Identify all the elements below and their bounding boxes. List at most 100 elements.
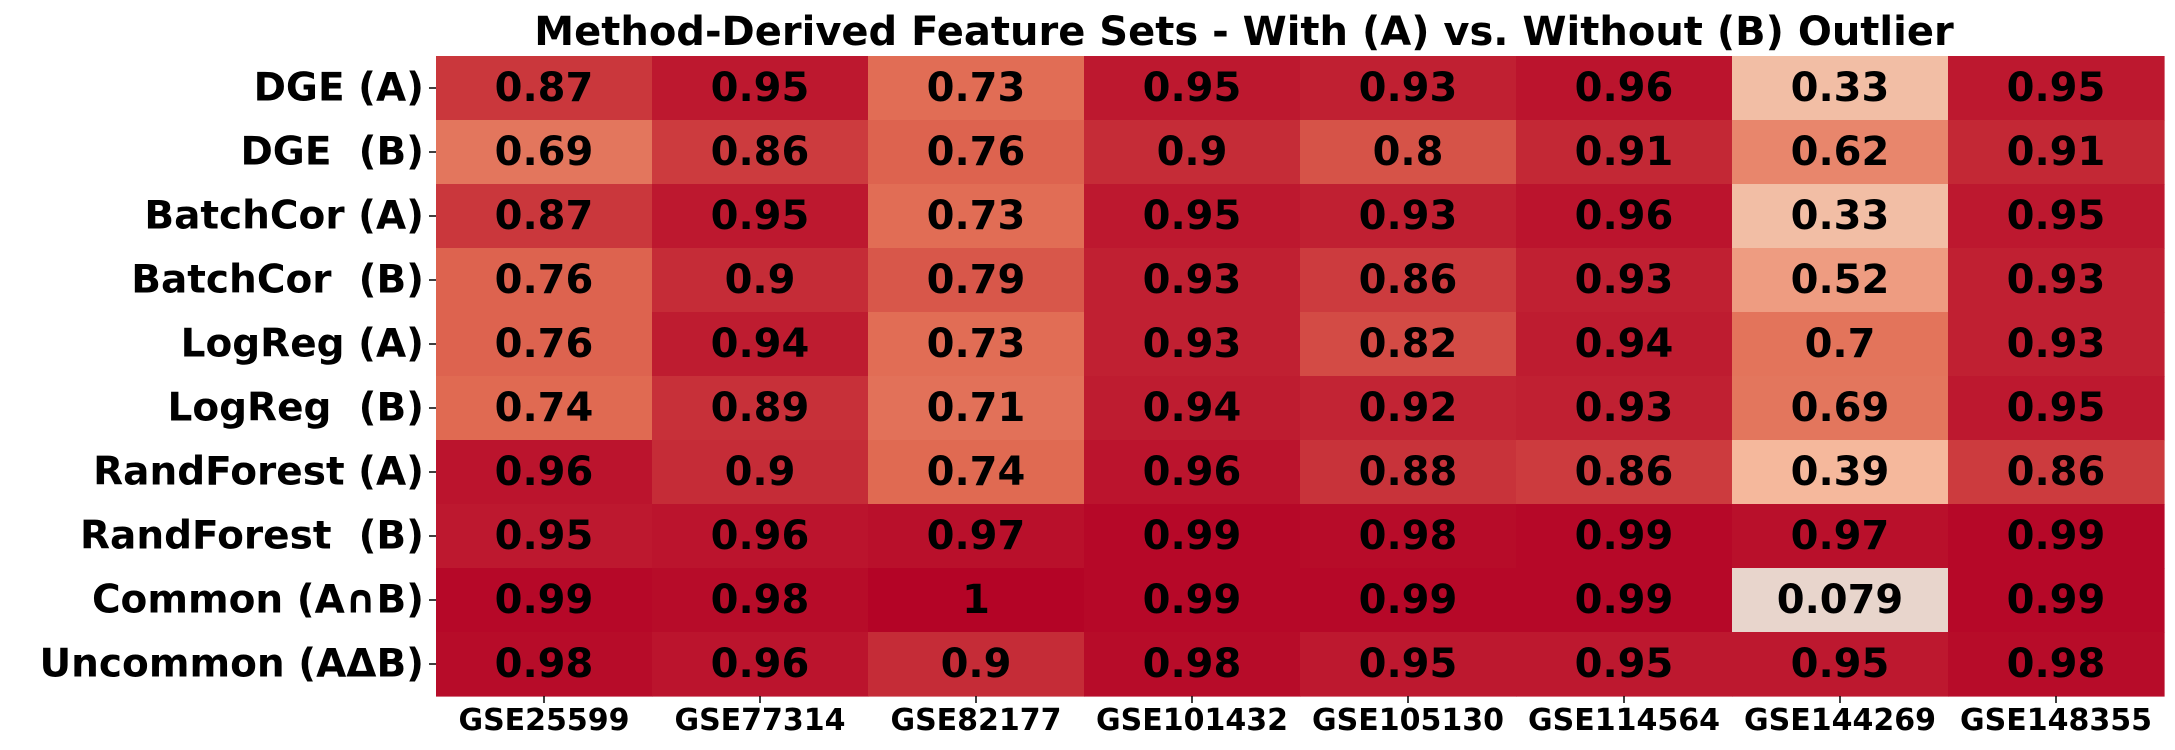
heatmap-cell <box>436 568 653 633</box>
heatmap-cell <box>1300 632 1517 697</box>
cell-value-label: 0.95 <box>1575 641 1674 687</box>
heatmap-cell <box>436 376 653 441</box>
heatmap-cell <box>1732 56 1949 121</box>
cell-value-label: 0.86 <box>711 129 810 175</box>
heatmap-cell <box>1300 312 1517 377</box>
cell-value-label: 0.79 <box>927 257 1026 303</box>
heatmap-cell <box>1948 504 2165 569</box>
heatmap-cell <box>1948 56 2165 121</box>
cell-value-label: 0.33 <box>1791 193 1890 239</box>
cell-value-label: 0.7 <box>1805 321 1876 367</box>
heatmap-cell <box>436 120 653 185</box>
heatmap-cell <box>1732 184 1949 249</box>
heatmap-cell <box>1516 120 1733 185</box>
cell-value-label: 0.97 <box>927 513 1026 559</box>
heatmap-cell <box>1300 184 1517 249</box>
cell-value-label: 0.74 <box>927 449 1026 495</box>
heatmap-cell <box>1516 248 1733 313</box>
cell-value-label: 0.98 <box>2007 641 2106 687</box>
heatmap-cell <box>1516 568 1733 633</box>
heatmap-cell <box>868 376 1085 441</box>
cell-value-label: 0.33 <box>1791 65 1890 111</box>
heatmap-cell <box>1516 56 1733 121</box>
heatmap-cell <box>652 312 869 377</box>
column-label: GSE105130 <box>1312 703 1504 738</box>
heatmap-cell <box>1084 312 1301 377</box>
heatmap-cell <box>652 504 869 569</box>
cell-value-label: 0.99 <box>1575 577 1674 623</box>
row-label: LogReg (B) <box>168 386 425 431</box>
heatmap-cell <box>1300 248 1517 313</box>
cell-value-label: 0.62 <box>1791 129 1890 175</box>
heatmap-cell <box>1084 632 1301 697</box>
heatmap-cell <box>1732 248 1949 313</box>
cell-value-label: 0.95 <box>711 65 810 111</box>
heatmap-cell <box>1732 312 1949 377</box>
cell-value-label: 0.91 <box>2007 129 2106 175</box>
cell-value-label: 0.99 <box>1575 513 1674 559</box>
cell-value-label: 0.98 <box>1359 513 1458 559</box>
heatmap-cell <box>1084 248 1301 313</box>
cell-value-label: 0.95 <box>2007 385 2106 431</box>
cell-value-label: 0.76 <box>495 257 594 303</box>
cell-value-label: 0.52 <box>1791 257 1890 303</box>
heatmap-cell <box>1948 568 2165 633</box>
heatmap-cell <box>1084 376 1301 441</box>
cell-value-label: 0.97 <box>1791 513 1890 559</box>
heatmap-cell <box>1732 376 1949 441</box>
cell-value-label: 0.99 <box>2007 513 2106 559</box>
heatmap-cell <box>1516 312 1733 377</box>
cell-value-label: 0.86 <box>1359 257 1458 303</box>
cell-value-label: 0.99 <box>495 577 594 623</box>
cell-value-label: 0.87 <box>495 65 594 111</box>
cell-value-label: 0.73 <box>927 193 1026 239</box>
heatmap-cell <box>1084 440 1301 505</box>
column-label: GSE25599 <box>458 703 629 738</box>
cell-value-label: 0.95 <box>2007 65 2106 111</box>
heatmap-cell <box>436 504 653 569</box>
heatmap-cell <box>436 312 653 377</box>
cell-value-label: 0.76 <box>927 129 1026 175</box>
cell-value-label: 0.96 <box>711 513 810 559</box>
cell-value-label: 0.96 <box>1575 65 1674 111</box>
cell-value-label: 0.93 <box>2007 257 2106 303</box>
cell-value-label: 0.89 <box>711 385 810 431</box>
row-label: Uncommon (AΔB) <box>40 642 425 687</box>
chart-title: Method-Derived Feature Sets - With (A) v… <box>534 9 1954 55</box>
heatmap-cell <box>652 440 869 505</box>
cell-value-label: 0.98 <box>495 641 594 687</box>
heatmap-cell <box>1084 504 1301 569</box>
heatmap-cell <box>652 632 869 697</box>
cell-value-label: 0.95 <box>1143 193 1242 239</box>
heatmap-cell <box>1948 120 2165 185</box>
heatmap-cell <box>1516 376 1733 441</box>
heatmap-cell <box>868 440 1085 505</box>
heatmap-cell <box>436 56 653 121</box>
cell-value-label: 0.9 <box>725 449 796 495</box>
row-label: BatchCor (B) <box>131 258 424 303</box>
heatmap-cell <box>1300 504 1517 569</box>
heatmap-cell <box>652 184 869 249</box>
cell-value-label: 0.96 <box>1575 193 1674 239</box>
cell-value-label: 0.9 <box>725 257 796 303</box>
heatmap-cell <box>436 248 653 313</box>
cell-value-label: 0.95 <box>2007 193 2106 239</box>
column-label: GSE144269 <box>1744 703 1936 738</box>
heatmap-cell <box>1084 184 1301 249</box>
heatmap-cell <box>868 632 1085 697</box>
heatmap-cell <box>652 248 869 313</box>
heatmap-cell <box>1948 376 2165 441</box>
heatmap-cell <box>1516 184 1733 249</box>
heatmap-cell <box>1300 440 1517 505</box>
cell-value-label: 0.69 <box>495 129 594 175</box>
cell-value-label: 0.96 <box>495 449 594 495</box>
heatmap-cell <box>868 248 1085 313</box>
cell-value-label: 0.71 <box>927 385 1026 431</box>
cell-value-label: 0.86 <box>2007 449 2106 495</box>
column-label: GSE101432 <box>1096 703 1288 738</box>
heatmap-cell <box>1084 56 1301 121</box>
cell-value-label: 0.96 <box>1143 449 1242 495</box>
heatmap-cell <box>1948 440 2165 505</box>
cell-value-label: 0.99 <box>1359 577 1458 623</box>
